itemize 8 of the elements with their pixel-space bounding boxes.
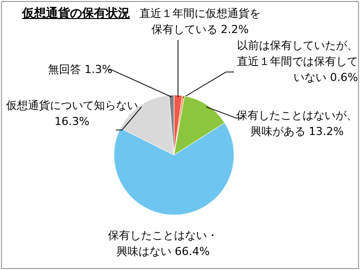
slice-label: 直近１年間に仮想通貨を保有している 2.2% [138, 6, 262, 38]
slice-label: 以前は保有していたが、直近１年間では保有していない 0.6% [236, 38, 358, 86]
data-label: 16.3% [54, 115, 90, 128]
slice-label: 無回答 1.3% [48, 62, 114, 78]
slice-label: 仮想通貨について知らない [6, 99, 138, 112]
chart-title: 仮想通貨の保有状況 [22, 5, 130, 22]
slice-label: 保有したことはない・興味はない 66.4% [107, 228, 219, 260]
slice-label: 保有したことはないが、興味がある 13.2% [236, 108, 358, 140]
